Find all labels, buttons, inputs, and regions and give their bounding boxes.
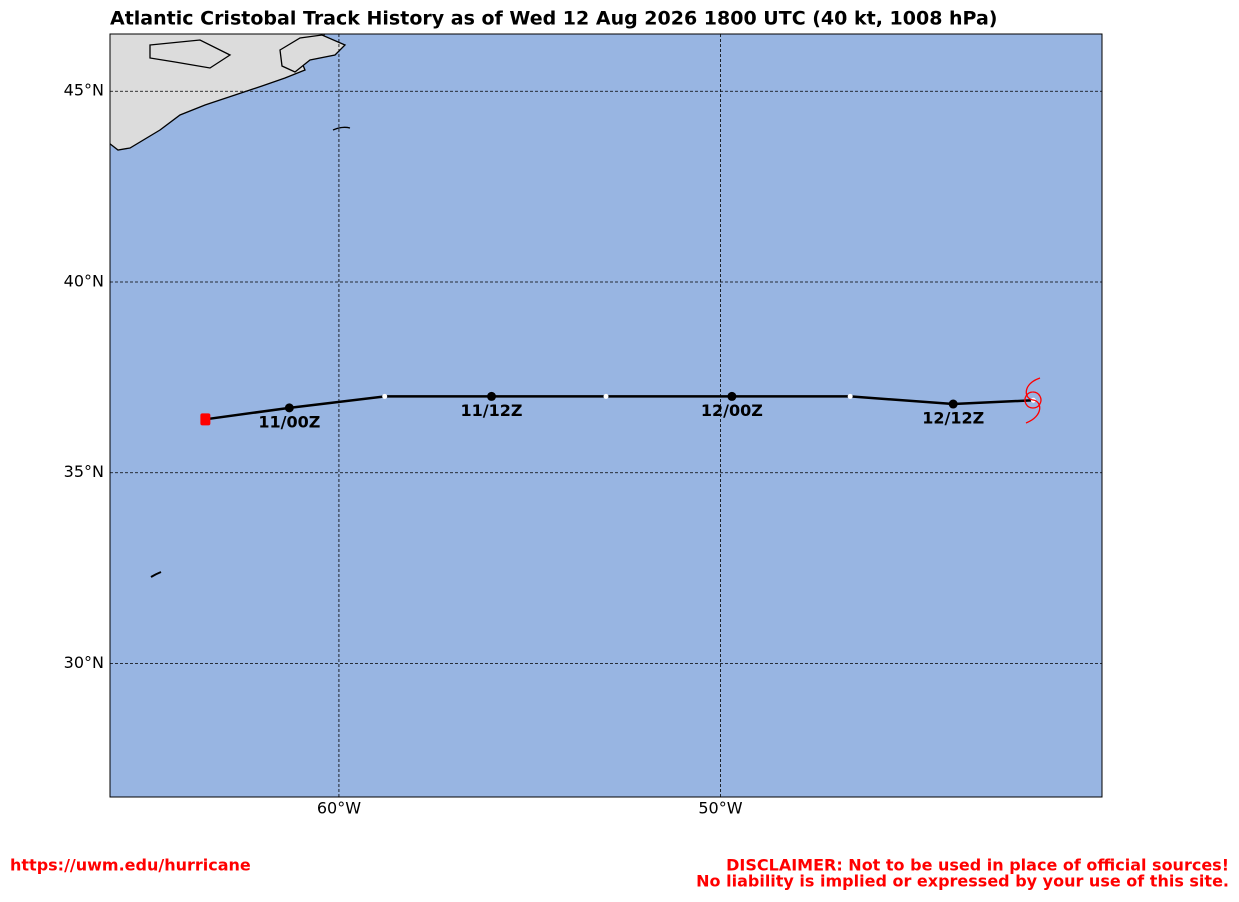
track-point	[382, 393, 388, 399]
track-point	[603, 393, 609, 399]
track-point	[727, 391, 737, 401]
disclaimer: DISCLAIMER: Not to be used in place of o…	[726, 856, 1229, 875]
x-tick-label: 50°W	[698, 799, 742, 818]
point-label: 12/00Z	[701, 401, 763, 420]
x-tick-label: 60°W	[317, 799, 361, 818]
chart-title: Atlantic Cristobal Track History as of W…	[110, 8, 997, 30]
y-tick-label: 45°N	[64, 81, 104, 100]
y-tick-label: 30°N	[64, 653, 104, 672]
point-label: 11/00Z	[258, 412, 320, 431]
land	[110, 34, 351, 578]
ocean	[110, 34, 1102, 797]
track-point	[487, 391, 497, 401]
disclaimer: No liability is implied or expressed by …	[696, 872, 1229, 891]
point-label: 11/12Z	[461, 401, 523, 420]
track-point	[948, 399, 958, 409]
track-point	[847, 393, 853, 399]
start-marker	[200, 413, 211, 426]
y-tick-label: 35°N	[64, 462, 104, 481]
storm-symbol	[1024, 377, 1042, 424]
track-point	[284, 403, 294, 413]
site-url: https://uwm.edu/hurricane	[10, 856, 251, 875]
plot-frame	[109, 33, 1103, 798]
point-label: 12/12Z	[922, 409, 984, 428]
y-tick-label: 40°N	[64, 271, 104, 290]
